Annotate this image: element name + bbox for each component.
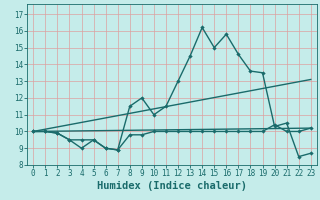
X-axis label: Humidex (Indice chaleur): Humidex (Indice chaleur) xyxy=(97,181,247,191)
